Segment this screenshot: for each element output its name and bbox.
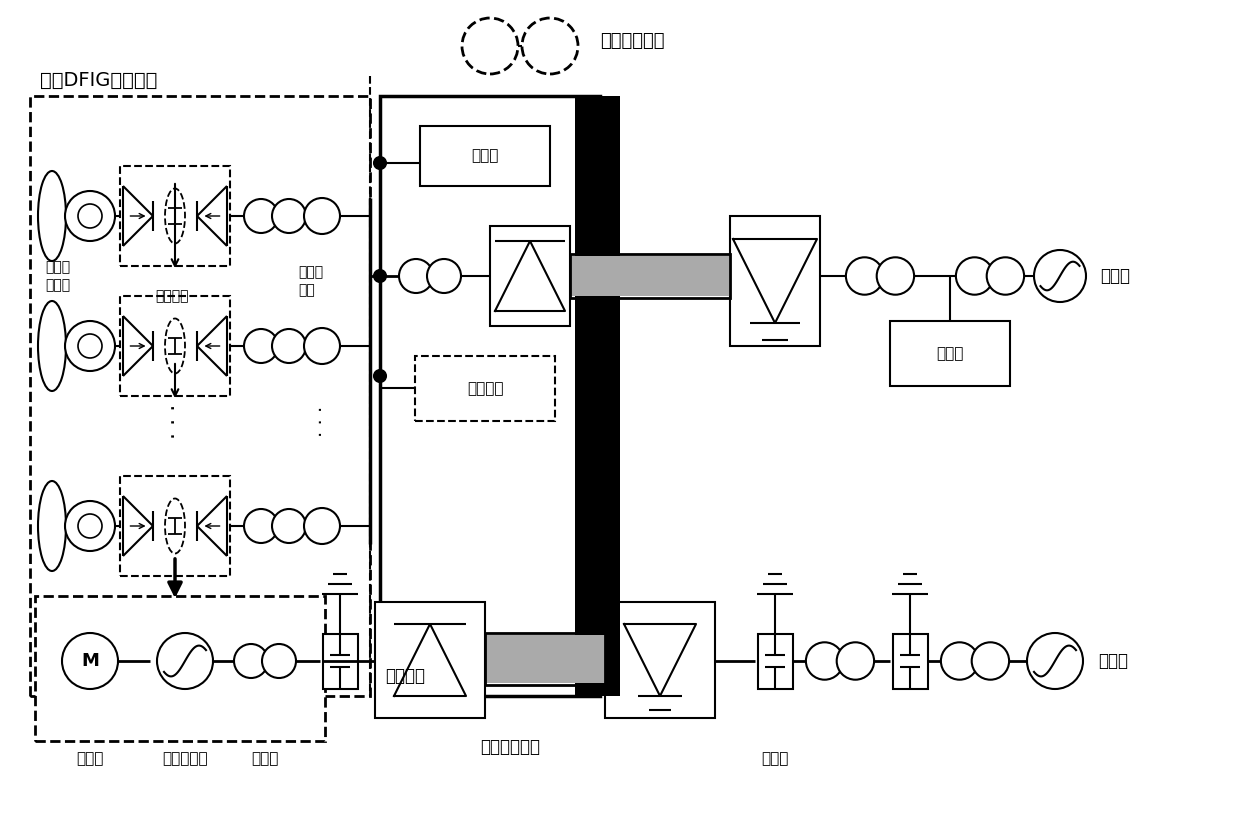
Bar (890, 321, 1011, 386)
Circle shape (463, 18, 518, 74)
Circle shape (1027, 633, 1083, 689)
Bar (575, 96, 620, 696)
Ellipse shape (38, 301, 66, 391)
Circle shape (987, 257, 1024, 295)
Bar (374, 602, 485, 718)
Circle shape (374, 370, 386, 382)
Text: · · ·: · · · (165, 404, 185, 439)
Text: 高压直流系统: 高压直流系统 (480, 738, 539, 756)
Text: 主电网: 主电网 (1100, 267, 1130, 285)
Ellipse shape (38, 171, 66, 261)
Ellipse shape (165, 319, 185, 374)
Text: 滤波器: 滤波器 (936, 346, 963, 361)
Text: 转子侧
变流器: 转子侧 变流器 (45, 260, 71, 293)
Text: 原动机: 原动机 (77, 751, 104, 766)
Text: 本地负载: 本地负载 (466, 381, 503, 396)
Text: 无外部电压源: 无外部电压源 (600, 32, 665, 50)
Circle shape (244, 199, 278, 233)
Text: M: M (81, 652, 99, 670)
Circle shape (427, 259, 461, 293)
Circle shape (304, 198, 340, 234)
Bar (570, 254, 730, 298)
Circle shape (877, 257, 914, 295)
Circle shape (78, 334, 102, 358)
Text: · · ·: · · · (312, 405, 331, 436)
Circle shape (78, 514, 102, 538)
Bar (490, 226, 570, 326)
Bar (120, 476, 229, 576)
Ellipse shape (38, 481, 66, 571)
Circle shape (374, 270, 386, 282)
Circle shape (522, 18, 578, 74)
Text: 直流电源: 直流电源 (155, 289, 188, 303)
Circle shape (64, 501, 115, 551)
Circle shape (272, 329, 306, 363)
Circle shape (157, 633, 213, 689)
Ellipse shape (165, 498, 185, 553)
Circle shape (64, 321, 115, 371)
Text: 虚拟同步机: 虚拟同步机 (162, 751, 208, 766)
Circle shape (272, 199, 306, 233)
Bar (730, 216, 820, 346)
Circle shape (941, 642, 978, 680)
Text: 滤波器: 滤波器 (252, 751, 279, 766)
Text: 孤岛DFIG型风电场: 孤岛DFIG型风电场 (40, 71, 157, 90)
Circle shape (846, 257, 883, 295)
Bar (485, 635, 605, 683)
Bar (570, 256, 730, 296)
Circle shape (956, 257, 993, 295)
Circle shape (304, 328, 340, 364)
Bar (35, 596, 325, 741)
Circle shape (64, 191, 115, 241)
Bar (758, 634, 792, 689)
Text: 网侧变
流器: 网侧变 流器 (298, 265, 324, 298)
Circle shape (806, 642, 843, 680)
Bar (415, 356, 556, 421)
Circle shape (272, 509, 306, 543)
Bar (322, 634, 357, 689)
Ellipse shape (165, 188, 185, 243)
Circle shape (244, 329, 278, 363)
Bar (379, 96, 600, 696)
Circle shape (262, 644, 296, 678)
Bar (420, 126, 551, 186)
Circle shape (62, 633, 118, 689)
Bar (120, 166, 229, 266)
Circle shape (972, 642, 1009, 680)
Bar (485, 633, 605, 685)
Text: 滤波器: 滤波器 (761, 751, 789, 766)
Text: 滤波器: 滤波器 (471, 149, 498, 164)
Circle shape (374, 157, 386, 169)
Circle shape (304, 508, 340, 544)
Bar (120, 296, 229, 396)
Bar (30, 96, 370, 696)
Circle shape (1034, 250, 1086, 302)
Circle shape (244, 509, 278, 543)
Bar (605, 602, 715, 718)
Circle shape (78, 204, 102, 228)
Text: 送端母线: 送端母线 (384, 667, 425, 685)
Circle shape (837, 642, 874, 680)
Circle shape (234, 644, 268, 678)
Bar (893, 634, 928, 689)
Text: 主电网: 主电网 (1097, 652, 1128, 670)
Circle shape (399, 259, 433, 293)
